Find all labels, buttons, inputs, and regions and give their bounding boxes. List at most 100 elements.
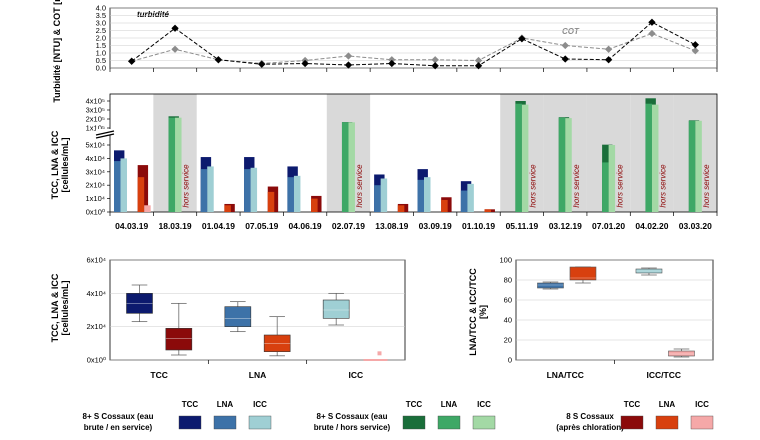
legend-header-icc: ICC bbox=[477, 400, 491, 409]
box-counts-panel: TCC, LNA & ICC [cellules/mL] 0x10⁰ 2x10⁴ 4… bbox=[50, 256, 406, 380]
bars-date-label: 07.05.19 bbox=[245, 221, 278, 231]
box-counts-ytick: 4x10⁴ bbox=[87, 289, 107, 298]
bars-ytick-label: 3x10⁵ bbox=[86, 106, 105, 115]
bar-icc bbox=[651, 104, 659, 212]
cot-point bbox=[344, 52, 353, 60]
bars-ytick-label: 5x10⁴ bbox=[86, 141, 106, 150]
box-ratios-ytick: 80 bbox=[504, 276, 512, 285]
cot-point bbox=[474, 56, 483, 65]
bar-icc bbox=[293, 175, 301, 212]
legend-header-lna: LNA bbox=[659, 400, 676, 409]
bars-date-label: 04.03.19 bbox=[115, 221, 148, 231]
bar-lna bbox=[200, 169, 208, 212]
bar-lna bbox=[341, 122, 349, 212]
box-icc-raw-box bbox=[322, 299, 350, 319]
bars-ytick-label: 1x10⁴ bbox=[86, 194, 106, 203]
bars-date-label: 03.03.20 bbox=[679, 221, 712, 231]
legend-header-tcc: TCC bbox=[624, 400, 641, 409]
bar-lna bbox=[688, 120, 696, 212]
turbidity-point bbox=[604, 56, 613, 64]
legend-header-lna: LNA bbox=[441, 400, 458, 409]
hors-service-label: hors service bbox=[702, 164, 711, 208]
bars-ylabel-line1: TCC, LNA & ICC bbox=[50, 130, 60, 199]
bar-icc bbox=[120, 158, 127, 212]
bar-icc bbox=[565, 118, 572, 212]
bars-date-label: 05.11.19 bbox=[506, 221, 539, 231]
box-counts-ytick: 2x10⁴ bbox=[87, 322, 107, 331]
box-ratios-panel: LNA/TCC & ICC/TCC [%] 0 20 40 60 80 100 LNA/TC… bbox=[468, 256, 714, 380]
legend: 8+ S Cossaux (eau brute / en service) TCC L… bbox=[83, 400, 714, 432]
bars-ytick-label: 4x10⁵ bbox=[86, 97, 105, 106]
turbidity-annotation: turbidité bbox=[137, 10, 170, 19]
cot-annotation: COT bbox=[562, 27, 580, 36]
legend-header-tcc: TCC bbox=[406, 400, 423, 409]
legend-swatch-icc bbox=[472, 415, 496, 430]
bars-date-label: 13.08.19 bbox=[375, 221, 408, 231]
bar-lna bbox=[558, 117, 566, 212]
bar-lna bbox=[645, 103, 652, 212]
turbidity-line bbox=[131, 21, 696, 67]
turbidity-point bbox=[344, 61, 353, 69]
axis-break-mark bbox=[95, 133, 115, 139]
turbidity-ytick: 2.5 bbox=[96, 26, 106, 35]
bar-lna bbox=[417, 179, 424, 212]
turbidity-ytick: 3.0 bbox=[96, 19, 106, 28]
turbidity-point bbox=[691, 41, 699, 49]
box-lna-raw-box bbox=[224, 306, 252, 327]
legend-swatch-tcc bbox=[402, 415, 426, 430]
cot-point bbox=[388, 56, 396, 64]
bar-lna-chlorinated bbox=[137, 177, 145, 212]
cot-point bbox=[561, 41, 569, 50]
bar-lna bbox=[374, 185, 381, 212]
legend-group-line1: 8 S Cossaux bbox=[566, 412, 614, 421]
bar-icc bbox=[207, 166, 214, 212]
turbidity-ytick: 4.0 bbox=[96, 4, 106, 13]
bar-icc bbox=[695, 120, 702, 212]
bars-date-label: 07.01.20 bbox=[592, 221, 625, 231]
bars-date-label: 18.03.19 bbox=[158, 221, 191, 231]
hors-service-label: hors service bbox=[182, 164, 191, 208]
legend-group-line1: 8+ S Cossaux (eau bbox=[317, 412, 388, 421]
box-ratios-ytick: 0 bbox=[508, 356, 512, 365]
box-ratios-ylabel-line2: [%] bbox=[478, 305, 488, 319]
bar-lna bbox=[287, 177, 294, 212]
bars-ytick-label: 1x10⁵ bbox=[86, 124, 105, 133]
bar-icc bbox=[608, 145, 616, 212]
bars-ytick-label: 0x10⁰ bbox=[86, 208, 105, 217]
turbidity-point bbox=[128, 57, 136, 65]
turbidity-ytick: 0.0 bbox=[96, 64, 106, 73]
bar-lna-chlorinated bbox=[441, 199, 448, 212]
bar-icc bbox=[424, 177, 431, 212]
cot-point bbox=[604, 45, 613, 53]
hors-service-label: hors service bbox=[615, 164, 624, 208]
hors-service-label: hors service bbox=[659, 164, 668, 208]
box-lna-tcc-chl-box bbox=[569, 266, 597, 281]
bars-ytick-label: 2x10⁴ bbox=[86, 181, 106, 190]
bar-lna bbox=[168, 117, 176, 212]
turbidity-point bbox=[258, 60, 266, 68]
box-ratios-ylabel-line1: LNA/TCC & ICC/TCC bbox=[468, 268, 478, 356]
legend-swatch-tcc bbox=[178, 415, 202, 430]
box-icc-chlorinated-outlier bbox=[377, 351, 382, 356]
bar-icc bbox=[250, 167, 258, 212]
hors-service-label: hors service bbox=[529, 164, 538, 208]
bar-lna bbox=[244, 169, 251, 212]
box-ratios-frame bbox=[515, 259, 714, 361]
bar-lna bbox=[114, 161, 121, 212]
box-ratios-ytick: 20 bbox=[504, 336, 512, 345]
legend-group-line2: brute / en service) bbox=[84, 423, 153, 432]
bar-icc bbox=[467, 183, 474, 212]
bars-date-label: 04.02.20 bbox=[635, 221, 668, 231]
turbidity-point bbox=[388, 59, 396, 68]
legend-swatch-lna bbox=[437, 415, 461, 430]
bars-date-label: 01.10.19 bbox=[462, 221, 495, 231]
box-ratios-ytick: 40 bbox=[504, 316, 512, 325]
turbidity-cot-panel: Turbidité [NTU] & COT [mg/L] turbidité C… bbox=[52, 0, 718, 103]
turbidity-ytick: 1.5 bbox=[96, 41, 106, 50]
cot-point bbox=[171, 45, 179, 53]
box-counts-ylabel-line2: [cellules/mL] bbox=[60, 280, 70, 335]
turbidity-point bbox=[214, 56, 223, 64]
bars-ytick-label: 2x10⁵ bbox=[86, 115, 105, 124]
box-counts-ytick: 6x10⁴ bbox=[87, 256, 107, 265]
box-icc-tcc-chl-box bbox=[668, 350, 695, 357]
